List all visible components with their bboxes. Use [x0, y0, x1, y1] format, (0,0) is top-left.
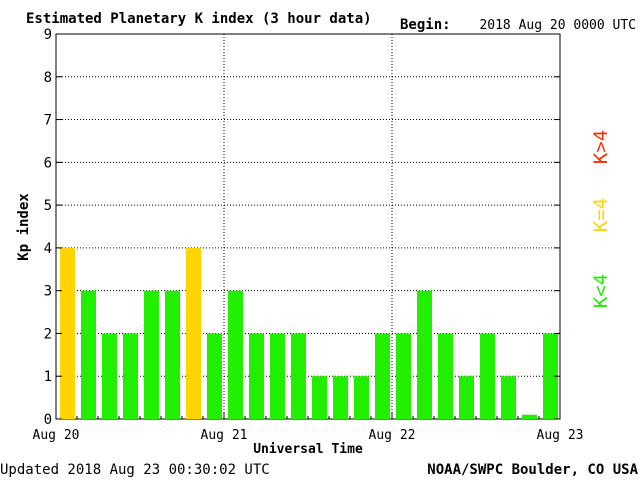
legend-k-greater-4: K>4 [590, 130, 612, 164]
kp-bar [501, 376, 516, 419]
kp-bar [144, 290, 159, 419]
kp-bar [333, 376, 348, 419]
source-text: NOAA/SWPC Boulder, CO USA [427, 462, 638, 478]
kp-bar [480, 333, 495, 419]
kp-bar [291, 333, 306, 419]
x-tick-label: Aug 23 [537, 428, 584, 443]
kp-bar [438, 333, 453, 419]
x-tick-label: Aug 21 [201, 428, 248, 443]
kp-bar [102, 333, 117, 419]
plot-area [55, 33, 561, 420]
kp-bar [207, 333, 222, 419]
kp-bar [459, 376, 474, 419]
kp-bar [312, 376, 327, 419]
kp-bar [396, 333, 411, 419]
y-tick-label: 8 [44, 70, 52, 86]
kp-bar [417, 290, 432, 419]
y-tick-label: 2 [44, 326, 52, 342]
kp-bar [522, 414, 537, 419]
x-tick-label: Aug 22 [369, 428, 416, 443]
kp-bar [165, 290, 180, 419]
kp-bar [375, 333, 390, 419]
axes: 0 1 2 3 4 5 6 7 8 9 Aug 20 Aug 21 Aug 22 Aug 23 [33, 27, 584, 443]
kp-bar [354, 376, 369, 419]
bars [60, 247, 558, 419]
updated-text: Updated 2018 Aug 23 00:30:02 UTC [0, 462, 270, 478]
y-tick-label: 9 [44, 27, 52, 43]
y-tick-label: 5 [44, 198, 52, 214]
kp-bar [228, 290, 243, 419]
kp-bar [249, 333, 264, 419]
kp-bar [60, 247, 75, 419]
kp-bar [186, 247, 201, 419]
y-tick-label: 1 [44, 369, 52, 385]
kp-bar [543, 333, 558, 419]
y-axis-label: Kp index [16, 193, 32, 261]
y-tick-label: 7 [44, 113, 52, 129]
kp-bar [81, 290, 96, 419]
grid-lines [56, 34, 560, 419]
kp-bar [123, 333, 138, 419]
y-tick-label: 4 [44, 241, 52, 257]
y-tick-label: 3 [44, 284, 52, 300]
legend-k-equal-4: K=4 [590, 198, 612, 232]
chart-title: Estimated Planetary K index (3 hour data… [26, 11, 372, 27]
y-tick-label: 0 [44, 412, 52, 428]
begin-label: Begin: [400, 17, 451, 33]
y-tick-label: 6 [44, 155, 52, 171]
x-axis-label: Universal Time [253, 442, 363, 457]
x-tick-label: Aug 20 [33, 428, 80, 443]
kp-bar [270, 333, 285, 419]
begin-value: 2018 Aug 20 0000 UTC [479, 18, 636, 33]
legend-k-less-4: K<4 [590, 274, 612, 308]
